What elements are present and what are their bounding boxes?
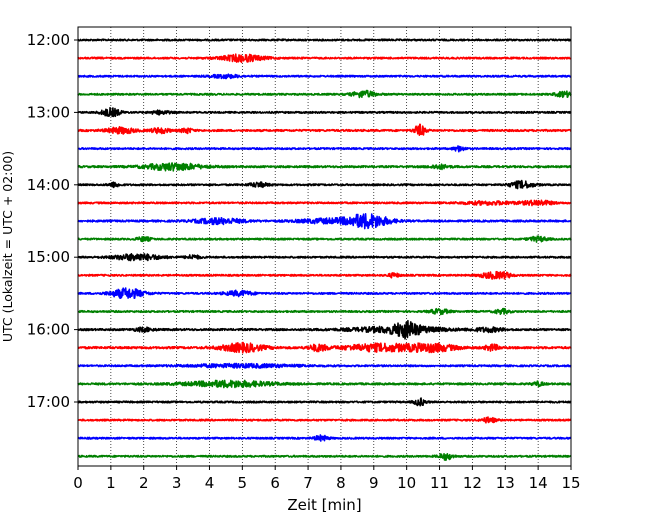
seismic-trace	[77, 270, 572, 280]
x-tick-label: 9	[369, 474, 379, 492]
x-tick-label: 10	[397, 474, 416, 492]
trace-group	[77, 38, 572, 461]
x-tick-label: 4	[205, 474, 215, 492]
y-tick-label: 15:00	[27, 248, 70, 266]
seismic-trace	[77, 38, 572, 42]
seismic-trace	[77, 179, 572, 190]
seismic-trace	[77, 287, 572, 300]
x-tick-label: 15	[561, 474, 580, 492]
seismic-trace	[77, 53, 572, 64]
x-tick-label: 1	[106, 474, 116, 492]
x-tick-label: 14	[529, 474, 548, 492]
seismic-trace	[77, 416, 572, 424]
seismic-trace	[77, 162, 572, 172]
y-tick-label: 17:00	[27, 393, 70, 411]
seismic-trace	[77, 397, 572, 407]
seismic-trace	[77, 379, 572, 389]
seismic-trace	[77, 319, 572, 340]
plot-frame	[77, 26, 572, 467]
seismic-trace	[77, 212, 572, 230]
x-tick-label: 0	[73, 474, 83, 492]
seismic-trace	[77, 341, 572, 354]
y-tick-label: 16:00	[27, 321, 70, 339]
seismic-trace	[77, 106, 572, 118]
seismic-trace	[77, 235, 572, 243]
seismic-trace	[77, 145, 572, 153]
x-tick-label: 5	[238, 474, 248, 492]
y-axis-label: UTC (Lokalzeit = UTC + 02:00)	[0, 151, 15, 342]
x-tick-label: 13	[496, 474, 515, 492]
x-axis-label: Zeit [min]	[287, 496, 361, 514]
seismic-trace	[77, 252, 572, 262]
y-tick-label: 14:00	[27, 176, 70, 194]
x-tick-label: 3	[172, 474, 182, 492]
y-tick-label: 12:00	[27, 31, 70, 49]
seismic-trace	[77, 89, 572, 99]
y-tick-label: 13:00	[27, 103, 70, 121]
y-axis-ticks: 12:00 13:00 14:00 15:00 16:00 17:00	[27, 31, 78, 411]
seismic-trace	[77, 307, 572, 316]
seismic-trace	[77, 73, 572, 80]
seismic-trace	[77, 199, 572, 207]
x-tick-label: 7	[303, 474, 313, 492]
seismic-trace	[77, 123, 572, 136]
seismic-trace	[77, 362, 572, 369]
seismic-trace	[77, 434, 572, 442]
x-tick-label: 8	[336, 474, 346, 492]
x-axis-ticks: 0 1 2 3 4 5 6 7 8 9 10 11 12 13 14 15	[73, 466, 581, 492]
x-tick-label: 6	[270, 474, 280, 492]
x-tick-label: 2	[139, 474, 149, 492]
x-tick-label: 11	[430, 474, 449, 492]
seismic-trace	[77, 452, 572, 461]
vertical-grid	[110, 27, 539, 466]
x-tick-label: 12	[463, 474, 482, 492]
